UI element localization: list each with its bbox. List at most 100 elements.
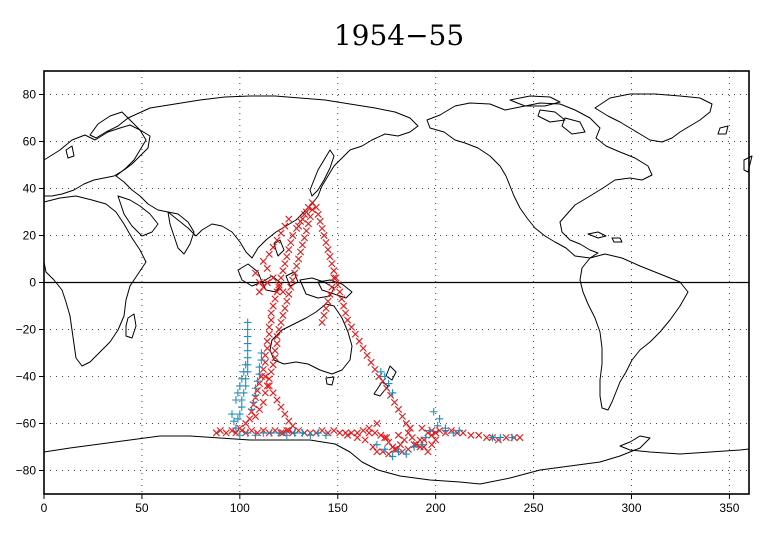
data-point-x xyxy=(222,429,230,437)
data-point-x xyxy=(340,302,348,310)
data-point-x xyxy=(259,398,267,406)
data-point-plus xyxy=(243,318,252,327)
data-point-x xyxy=(326,290,334,298)
data-point-plus xyxy=(418,440,426,449)
data-point-x xyxy=(281,260,289,268)
data-point-plus xyxy=(373,440,381,449)
data-point-x xyxy=(298,215,307,223)
data-point-x xyxy=(242,419,250,428)
data-point-x xyxy=(275,281,283,289)
data-point-x xyxy=(281,410,289,418)
data-point-x xyxy=(394,405,403,413)
data-point-x xyxy=(318,224,326,233)
data-point-x xyxy=(281,222,289,230)
data-point-plus xyxy=(243,346,252,355)
y-tick-label: 60 xyxy=(23,135,37,149)
data-point-x xyxy=(287,283,295,291)
data-point-x xyxy=(255,288,264,296)
data-point-x xyxy=(289,276,297,284)
data-point-x xyxy=(246,415,254,423)
data-point-plus xyxy=(239,368,248,376)
data-point-x xyxy=(418,424,426,432)
data-point-x xyxy=(275,325,283,334)
data-point-plus xyxy=(243,339,252,348)
data-point-x xyxy=(324,246,332,254)
coastline-north-america xyxy=(426,102,653,259)
data-point-x xyxy=(516,434,524,442)
data-point-x xyxy=(328,283,336,291)
data-point-x xyxy=(269,243,277,251)
data-point-x xyxy=(400,436,408,444)
data-point-plus xyxy=(306,431,315,440)
data-point-plus xyxy=(237,403,246,411)
data-point-plus xyxy=(388,389,397,397)
data-point-plus xyxy=(377,368,385,376)
data-point-x xyxy=(318,318,326,327)
data-point-x xyxy=(347,323,356,331)
data-point-x xyxy=(265,375,273,383)
coastline-arctic-islands xyxy=(509,95,729,135)
x-tick-label: 100 xyxy=(230,501,250,515)
x-tick-label: 50 xyxy=(135,501,149,515)
axes: 0 50 100 150 200 250 300 350 −80 −60 −40 −20 0 20 40 60… xyxy=(16,88,740,516)
data-point-x xyxy=(341,309,350,317)
x-tick-label: 150 xyxy=(328,501,348,515)
data-point-x xyxy=(355,337,363,345)
data-series xyxy=(212,199,524,461)
coastline-australia xyxy=(269,303,353,375)
chart-title: 1954−55 xyxy=(334,19,464,52)
y-tick-label: 40 xyxy=(23,182,37,196)
data-point-x xyxy=(267,368,275,376)
data-point-x xyxy=(408,434,416,442)
data-point-plus xyxy=(234,389,242,397)
data-point-x xyxy=(281,304,289,312)
coastline-asia xyxy=(115,95,419,259)
world-map xyxy=(43,93,753,485)
x-tick-label: 250 xyxy=(524,501,544,515)
data-point-x xyxy=(267,316,275,324)
data-point-plus xyxy=(380,445,389,454)
data-point-x xyxy=(212,429,220,437)
data-point-plus xyxy=(410,443,418,451)
data-point-plus xyxy=(251,384,260,393)
data-point-x xyxy=(275,283,283,291)
data-point-x xyxy=(338,295,346,303)
data-point-plus xyxy=(234,415,242,423)
data-point-plus xyxy=(243,325,252,334)
data-point-x xyxy=(251,412,260,421)
data-point-plus xyxy=(322,431,330,440)
data-point-x xyxy=(353,434,361,442)
data-point-x xyxy=(298,241,307,249)
data-point-x xyxy=(273,332,281,341)
data-point-x xyxy=(424,448,432,456)
data-point-x xyxy=(263,278,271,287)
data-point-x xyxy=(277,403,285,411)
data-point-x xyxy=(336,429,344,437)
data-point-x xyxy=(383,434,391,442)
data-point-x xyxy=(285,290,293,298)
data-point-x xyxy=(304,203,312,211)
data-point-plus xyxy=(253,377,262,385)
data-point-x xyxy=(277,229,285,237)
data-point-x xyxy=(255,278,264,287)
data-point-plus xyxy=(243,429,252,437)
data-point-x xyxy=(273,340,281,348)
data-point-plus xyxy=(228,410,236,418)
data-point-plus xyxy=(241,360,250,369)
data-point-x xyxy=(343,316,352,324)
y-tick-label: −40 xyxy=(16,370,37,384)
coastline-scandinavia xyxy=(65,111,129,159)
data-point-x xyxy=(467,431,475,439)
x-tick-label: 200 xyxy=(426,501,446,515)
data-point-x xyxy=(320,231,328,240)
data-point-x xyxy=(267,309,275,317)
data-point-plus xyxy=(236,431,244,440)
data-point-x xyxy=(385,438,393,446)
data-point-x xyxy=(322,304,330,312)
data-point-x xyxy=(390,398,399,406)
data-point-plus xyxy=(433,422,442,430)
data-point-x xyxy=(502,434,510,442)
x-tick-label: 300 xyxy=(621,501,641,515)
data-point-plus xyxy=(232,396,240,404)
data-point-plus xyxy=(314,429,322,437)
